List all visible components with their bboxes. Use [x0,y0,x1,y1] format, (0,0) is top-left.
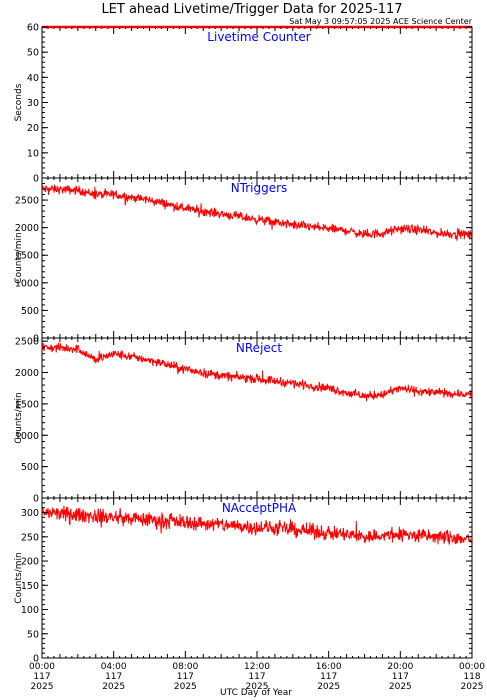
panel-0: 0 10 20 30 40 50 60 Livetime Counter Seconds [14,23,473,185]
chart-subtitle: Sat May 3 09:57:05 2025 ACE Science Cent… [289,17,472,26]
series-line-0 [41,184,473,241]
y-tick-label: 10 [27,148,39,159]
series-line-0 [41,505,473,545]
x-tick-label: 20:00 [387,662,413,672]
y-tick-label: 50 [27,629,39,640]
series-line-0 [41,342,473,402]
y-tick-label: 60 [27,23,39,34]
panel-frame [41,337,473,499]
x-tick-label: 117 [320,672,337,682]
y-tick-label: 2500 [15,337,39,348]
x-tick-label: 00:00 [459,662,485,672]
panel-title: NReject [236,341,282,355]
y-tick-label: 0 [33,654,39,665]
y-tick-label: 200 [21,557,39,568]
x-tick-label: 2025 [174,682,197,692]
y-tick-label: 500 [21,306,39,317]
panel-frame [41,177,473,339]
x-tick-label: 118 [463,672,480,682]
y-tick-label: 0 [33,174,39,185]
x-tick-label: 2025 [246,682,269,692]
x-tick-label: 2025 [389,682,412,692]
y-tick-label: 20 [27,123,39,134]
chart-title: LET ahead Livetime/Trigger Data for 2025… [101,2,402,17]
y-tick-label: 0 [33,334,39,345]
x-axis: 00:00117202504:00117202508:00117202512:0… [29,662,485,692]
y-tick-label: 500 [21,462,39,473]
x-tick-label: 117 [248,672,265,682]
y-tick-label: 1500 [15,399,39,410]
y-tick-label: 150 [21,581,39,592]
panel-frame [41,26,473,179]
x-tick-label: 12:00 [244,662,270,672]
y-tick-label: 0 [33,494,39,505]
y-tick-label: 2000 [15,223,39,234]
panel-title: NAcceptPHA [222,501,297,515]
x-tick-label: 16:00 [316,662,342,672]
y-tick-label: 1000 [15,278,39,289]
y-axis-label: Counts/min [14,552,24,603]
y-tick-label: 1500 [15,251,39,262]
y-tick-label: 250 [21,532,39,543]
y-tick-label: 2500 [15,196,39,207]
y-tick-label: 1000 [15,431,39,442]
y-tick-label: 2000 [15,368,39,379]
x-tick-label: 2025 [317,682,340,692]
y-axis-label: Counts/min [14,392,24,443]
y-tick-label: 50 [27,48,39,59]
x-tick-label: 00:00 [29,662,55,672]
panel-title: Livetime Counter [207,30,310,44]
y-tick-label: 40 [27,73,39,84]
y-tick-label: 100 [21,605,39,616]
x-tick-label: 08:00 [172,662,198,672]
x-tick-label: 2025 [102,682,125,692]
y-axis-label: Seconds [14,83,24,121]
panel-title: NTriggers [231,181,288,195]
x-tick-label: 117 [105,672,122,682]
panel-1: 0 500 1000 1500 2000 2500 NTriggers Counts/min [14,177,473,345]
x-tick-label: 2025 [31,682,54,692]
y-axis-label: Counts/min [14,232,24,283]
y-tick-label: 30 [27,98,39,109]
x-tick-label: 2025 [461,682,484,692]
x-tick-label: 117 [392,672,409,682]
y-tick-label: 300 [21,508,39,519]
panel-3: 0 50 100 150 200 250 300 NAcceptPHA Counts/min [14,497,473,665]
x-tick-label: 117 [177,672,194,682]
panel-2: 0 500 1000 1500 2000 2500 NReject Counts/min [14,337,473,505]
x-axis-label: UTC Day of Year [220,688,292,698]
x-tick-label: 04:00 [101,662,127,672]
x-tick-label: 117 [33,672,50,682]
